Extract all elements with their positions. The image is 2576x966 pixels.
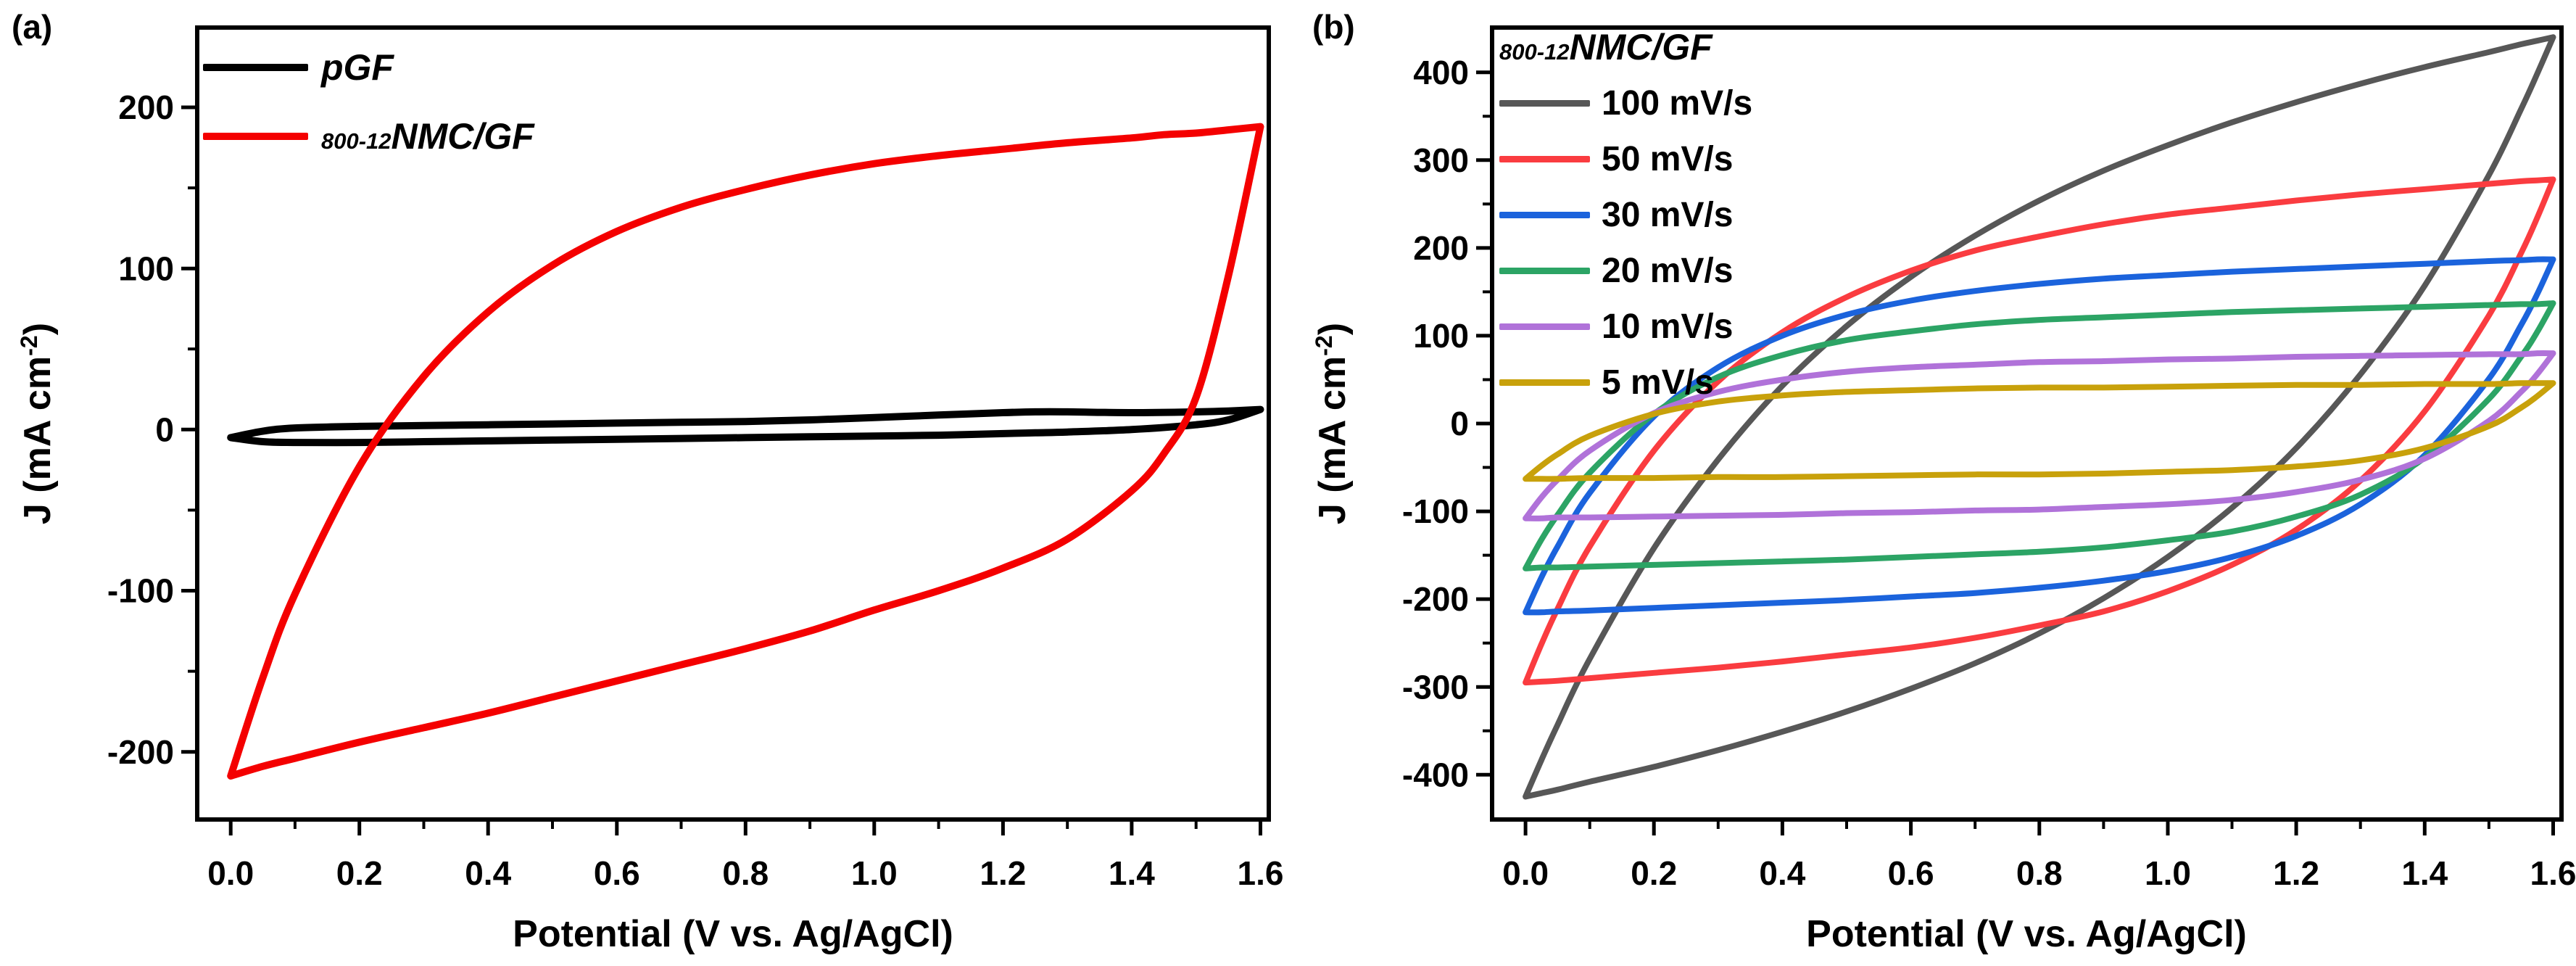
- legend-label-nmcgf: 800-12NMC/GF: [321, 116, 534, 157]
- legend-item-nmcgf: 800-12NMC/GF: [203, 116, 534, 157]
- svg-text:100: 100: [118, 249, 174, 287]
- svg-text:0.8: 0.8: [2016, 854, 2063, 892]
- svg-text:200: 200: [1413, 229, 1469, 267]
- svg-text:0: 0: [155, 410, 174, 448]
- svg-text:0.8: 0.8: [722, 854, 769, 892]
- y-title-close: ): [1312, 322, 1354, 336]
- svg-text:0.0: 0.0: [1502, 854, 1549, 892]
- svg-text:1.6: 1.6: [1238, 854, 1284, 892]
- svg-text:1.2: 1.2: [2273, 854, 2319, 892]
- x-axis-title-a: Potential (V vs. Ag/AgCl): [513, 913, 953, 955]
- cv-plot-b: 0.0 0.2 0.4 0.6 0.8 1.0 1.2 1.4 1.6 400 300 200 100 0…: [1402, 25, 2576, 892]
- legend-title-label: 800-12NMC/GF: [1499, 27, 1712, 67]
- svg-text:1.0: 1.0: [851, 854, 898, 892]
- y-title-superscript: -2: [1310, 335, 1337, 356]
- svg-text:-400: -400: [1402, 756, 1469, 793]
- y-axis-title-a: J (mA cm-2): [16, 323, 59, 524]
- legend-item-100mvs: 100 mV/s: [1499, 83, 1753, 123]
- legend-label-pgf: pGF: [321, 47, 394, 88]
- 30mvs-line-swatch: [1499, 211, 1590, 218]
- svg-text:1.4: 1.4: [1109, 854, 1155, 892]
- y-title-close: ): [17, 322, 59, 336]
- legend-item-50mvs: 50 mV/s: [1499, 139, 1752, 178]
- legend-label-5mvs: 5 mV/s: [1602, 363, 1714, 402]
- svg-text:-100: -100: [1402, 492, 1469, 530]
- svg-text:0.2: 0.2: [1631, 854, 1677, 892]
- svg-text:0.6: 0.6: [594, 854, 640, 892]
- svg-text:1.2: 1.2: [980, 854, 1026, 892]
- svg-text:0.2: 0.2: [336, 854, 383, 892]
- legend-label-20mvs: 20 mV/s: [1602, 251, 1734, 290]
- legend-label-100mvs: 100 mV/s: [1602, 83, 1753, 123]
- pgf-line-swatch: [203, 64, 308, 71]
- svg-text:1.6: 1.6: [2530, 854, 2576, 892]
- y-title-superscript: -2: [15, 335, 42, 356]
- panel-a: 0.0 0.2 0.4 0.6 0.8 1.0 1.2 1.4 1.6 200 100 0 -100 -2…: [12, 8, 1284, 955]
- svg-text:200: 200: [118, 88, 174, 126]
- 100mvs-line-swatch: [1499, 99, 1590, 107]
- legend-item-20mvs: 20 mV/s: [1499, 251, 1752, 290]
- legend-item-pgf: pGF: [203, 47, 534, 88]
- panel-a-label: (a): [12, 8, 53, 46]
- cv-plot-a: 0.0 0.2 0.4 0.6 0.8 1.0 1.2 1.4 1.6 200 100 0 -100 -2…: [107, 25, 1284, 892]
- legend-b: 800-12NMC/GF 100 mV/s 50 mV/s 30 mV/s 20…: [1499, 27, 1753, 402]
- svg-text:0.4: 0.4: [465, 854, 511, 892]
- svg-text:0: 0: [1450, 405, 1469, 442]
- legend-a: pGF 800-12NMC/GF: [203, 47, 534, 187]
- svg-text:0.6: 0.6: [1888, 854, 1934, 892]
- svg-text:400: 400: [1413, 54, 1469, 91]
- legend-item-10mvs: 10 mV/s: [1499, 307, 1752, 346]
- svg-text:-300: -300: [1402, 668, 1469, 706]
- svg-text:1.4: 1.4: [2401, 854, 2448, 892]
- nmcgf-line-swatch: [203, 133, 308, 140]
- svg-text:0.0: 0.0: [207, 854, 254, 892]
- x-axis-title-b: Potential (V vs. Ag/AgCl): [1806, 913, 2247, 955]
- 5mvs-line-swatch: [1499, 379, 1590, 386]
- 50mvs-line-swatch: [1499, 155, 1590, 162]
- 20mvs-line-swatch: [1499, 267, 1590, 274]
- y-title-text: J (mA cm: [1312, 355, 1354, 525]
- legend-title-nmcgf: 800-12NMC/GF: [1499, 27, 1752, 67]
- legend-label-30mvs: 30 mV/s: [1602, 195, 1734, 234]
- svg-text:-200: -200: [107, 733, 174, 771]
- legend-label-50mvs: 50 mV/s: [1602, 139, 1734, 178]
- y-axis-title-b: J (mA cm-2): [1311, 323, 1354, 524]
- svg-text:-100: -100: [107, 572, 174, 610]
- panel-b-label: (b): [1312, 8, 1355, 46]
- panel-b: 0.0 0.2 0.4 0.6 0.8 1.0 1.2 1.4 1.6 400 300 200 100 0…: [1298, 0, 2576, 966]
- legend-item-30mvs: 30 mV/s: [1499, 195, 1752, 234]
- svg-text:300: 300: [1413, 141, 1469, 179]
- svg-text:-200: -200: [1402, 580, 1469, 618]
- svg-text:0.4: 0.4: [1759, 854, 1805, 892]
- svg-text:1.0: 1.0: [2145, 854, 2191, 892]
- 10mvs-line-swatch: [1499, 323, 1590, 330]
- legend-label-10mvs: 10 mV/s: [1602, 307, 1734, 346]
- legend-item-5mvs: 5 mV/s: [1499, 363, 1752, 402]
- svg-text:100: 100: [1413, 317, 1469, 355]
- y-title-text: J (mA cm: [17, 355, 59, 525]
